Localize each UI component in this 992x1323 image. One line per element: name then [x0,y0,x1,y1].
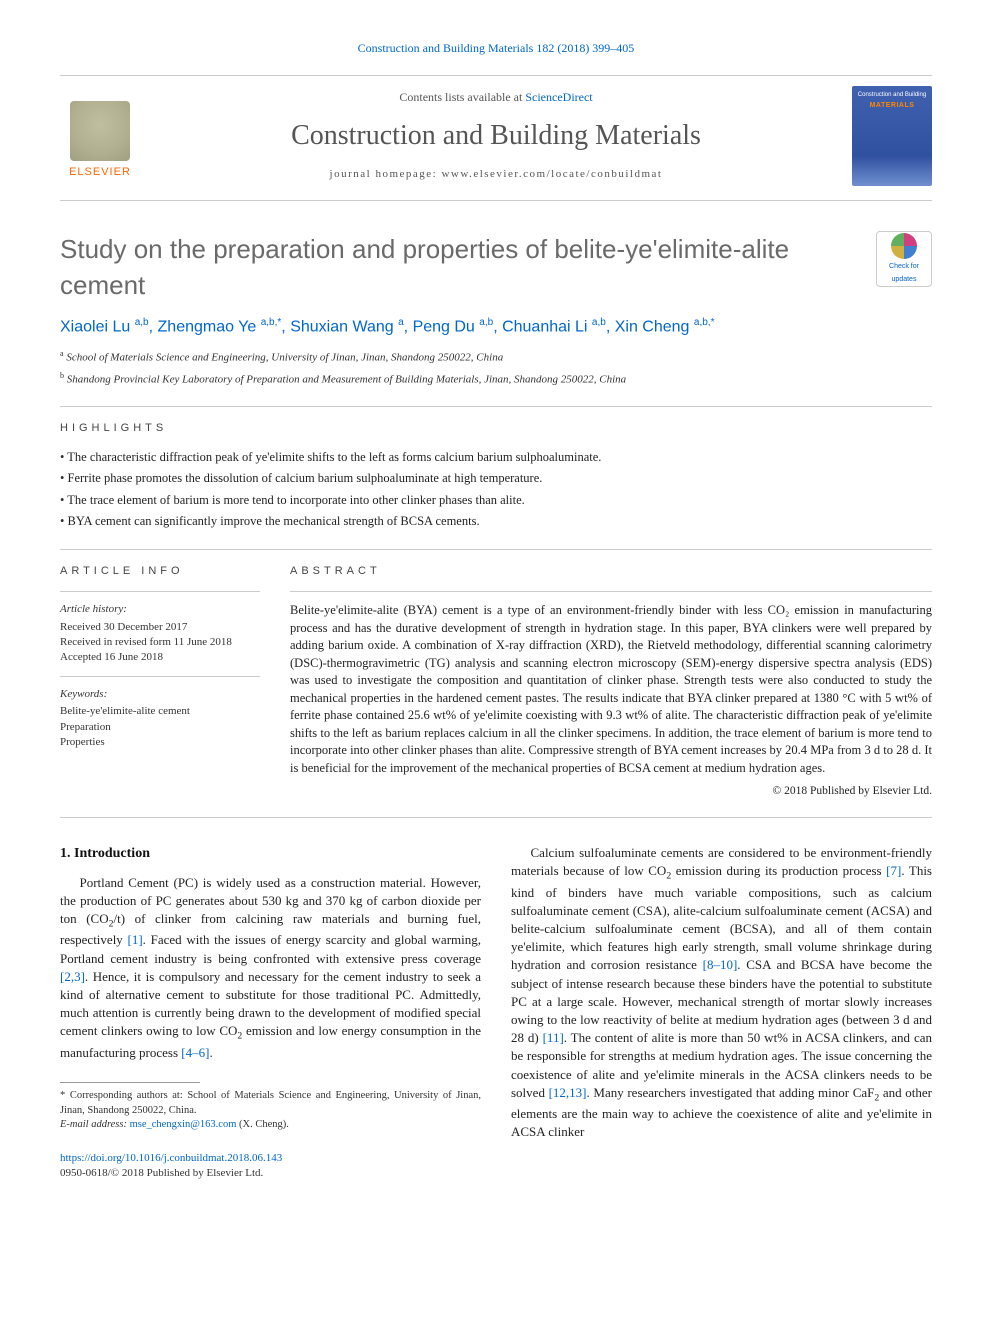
keywords-label: Keywords: [60,687,260,702]
affil-text: School of Materials Science and Engineer… [66,352,503,364]
keyword-item: Preparation [60,720,260,735]
abstract-heading: ABSTRACT [290,564,932,579]
affiliation-a: a School of Materials Science and Engine… [60,348,932,366]
accepted-date: Accepted 16 June 2018 [60,650,260,665]
history-label: Article history: [60,602,260,617]
intro-para-2: Calcium sulfoaluminate cements are consi… [511,844,932,1141]
article-reference: Construction and Building Materials 182 … [60,40,932,57]
cover-title-line2: MATERIALS [870,101,915,111]
cover-title-line1: Construction and Building [858,92,926,99]
introduction-heading: 1. Introduction [60,844,481,864]
journal-homepage: journal homepage: www.elsevier.com/locat… [160,167,832,182]
highlights-list: The characteristic diffraction peak of y… [60,449,932,531]
doi-link[interactable]: https://doi.org/10.1016/j.conbuildmat.20… [60,1152,282,1164]
elsevier-tree-icon [70,101,130,161]
body-col-right: Calcium sulfoaluminate cements are consi… [511,844,932,1181]
publisher-logo: ELSEVIER [60,91,140,181]
article-info-heading: ARTICLE INFO [60,564,260,579]
publisher-copyright: © 2018 Published by Elsevier Ltd. [290,783,932,799]
contents-line: Contents lists available at ScienceDirec… [160,89,832,106]
affiliation-b: b Shandong Provincial Key Laboratory of … [60,370,932,388]
publisher-brand: ELSEVIER [69,165,131,180]
body-two-column: 1. Introduction Portland Cement (PC) is … [60,844,932,1181]
issn-copyright: 0950-0618/© 2018 Published by Elsevier L… [60,1167,263,1179]
revised-date: Received in revised form 11 June 2018 [60,635,260,650]
highlight-item: The trace element of barium is more tend… [60,492,932,510]
highlight-item: Ferrite phase promotes the dissolution o… [60,470,932,488]
crossmark-icon [891,233,917,259]
masthead: ELSEVIER Contents lists available at Sci… [60,75,932,201]
corresponding-footnote: * Corresponding authors at: School of Ma… [60,1089,481,1118]
check-updates-badge[interactable]: Check for updates [876,231,932,287]
info-abstract-row: ARTICLE INFO Article history: Received 3… [60,564,932,799]
received-date: Received 30 December 2017 [60,620,260,635]
affil-text: Shandong Provincial Key Laboratory of Pr… [67,374,626,386]
body-col-left: 1. Introduction Portland Cement (PC) is … [60,844,481,1181]
highlight-item: The characteristic diffraction peak of y… [60,449,932,467]
keyword-item: Properties [60,735,260,750]
contents-prefix: Contents lists available at [399,90,525,104]
masthead-center: Contents lists available at ScienceDirec… [160,89,832,182]
article-info-column: ARTICLE INFO Article history: Received 3… [60,564,260,799]
corresponding-email-link[interactable]: mse_chengxin@163.com [130,1119,237,1130]
affil-marker: a [60,349,64,358]
sciencedirect-link[interactable]: ScienceDirect [525,90,592,104]
footnote-rule [60,1082,200,1083]
homepage-url: www.elsevier.com/locate/conbuildmat [441,168,662,180]
email-label: E-mail address: [60,1119,127,1130]
journal-title: Construction and Building Materials [160,116,832,155]
journal-cover-thumbnail: Construction and Building MATERIALS [852,86,932,186]
highlight-item: BYA cement can significantly improve the… [60,513,932,531]
updates-line2: updates [892,275,917,285]
abstract-column: ABSTRACT Belite-ye'elimite-alite (BYA) c… [290,564,932,799]
authors-list: Xiaolei Lu a,b, Zhengmao Ye a,b,*, Shuxi… [60,316,932,339]
updates-line1: Check for [889,262,919,272]
highlights-heading: HIGHLIGHTS [60,421,932,436]
doi-block: https://doi.org/10.1016/j.conbuildmat.20… [60,1151,481,1182]
keyword-item: Belite-ye'elimite-alite cement [60,704,260,719]
abstract-text: Belite-ye'elimite-alite (BYA) cement is … [290,602,932,777]
highlights-section: HIGHLIGHTS The characteristic diffractio… [60,421,932,530]
affil-marker: b [60,371,64,380]
intro-para-1: Portland Cement (PC) is widely used as a… [60,874,481,1062]
email-suffix: (X. Cheng). [239,1119,289,1130]
article-title: Study on the preparation and properties … [60,231,932,304]
email-footnote: E-mail address: mse_chengxin@163.com (X.… [60,1118,481,1133]
homepage-prefix: journal homepage: [330,168,442,180]
